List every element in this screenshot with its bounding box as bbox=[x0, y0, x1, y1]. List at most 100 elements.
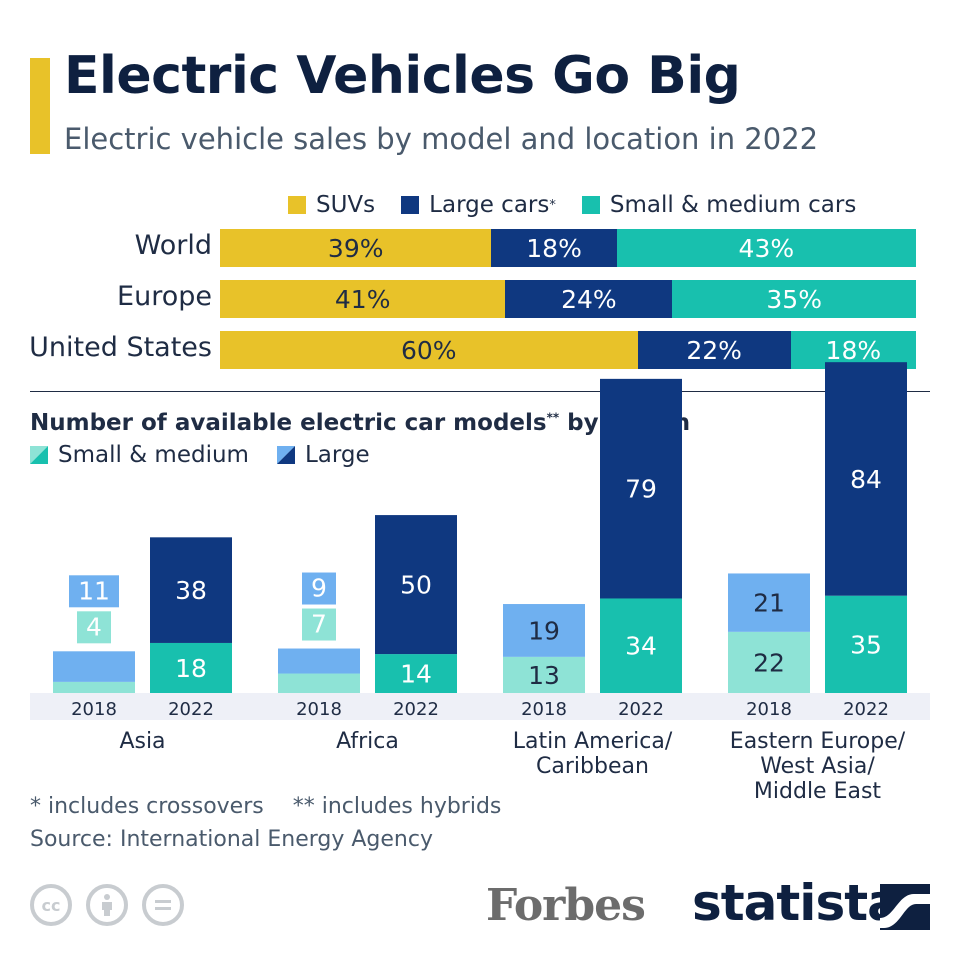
value-label-2022-large: 79 bbox=[625, 475, 657, 504]
year-tick-label: 2018 bbox=[296, 699, 342, 720]
region-label: Middle East bbox=[754, 779, 882, 804]
page-subtitle: Electric vehicle sales by model and loca… bbox=[64, 122, 819, 156]
row-label: World bbox=[134, 230, 212, 261]
legend-footnote-mark: * bbox=[549, 197, 556, 213]
year-tick-label: 2018 bbox=[71, 699, 117, 720]
bar-2018-large bbox=[53, 651, 135, 682]
callout-2018-large bbox=[69, 575, 119, 608]
models-title-text: Number of available electric car models bbox=[30, 410, 547, 436]
legend2-label-small: Small & medium bbox=[58, 442, 249, 468]
bar-2022-small bbox=[375, 654, 457, 693]
bar-segment-small: 35% bbox=[672, 280, 916, 318]
bar-2018-large bbox=[503, 604, 585, 657]
attribution-icon bbox=[86, 884, 128, 926]
bar-segment-large: 22% bbox=[637, 331, 791, 369]
callout-2018-small bbox=[77, 611, 111, 644]
license-icons: cc bbox=[30, 884, 198, 926]
year-tick-label: 2018 bbox=[746, 699, 792, 720]
value-label-2022-small: 14 bbox=[400, 660, 432, 689]
value-label-2018-small: 22 bbox=[753, 648, 785, 677]
legend-item-small: Small & medium cars bbox=[581, 192, 857, 218]
value-label-2018-small: 13 bbox=[528, 661, 560, 690]
year-tick-label: 2022 bbox=[843, 699, 889, 720]
value-label-2018-large: 9 bbox=[311, 574, 327, 603]
callout-2018-large bbox=[302, 572, 336, 605]
bar-2022-small bbox=[825, 595, 907, 693]
bar-segment-suv: 41% bbox=[220, 280, 506, 318]
year-axis-band bbox=[30, 693, 930, 720]
bar-2018-small bbox=[53, 681, 135, 693]
creative-commons-icon: cc bbox=[30, 884, 72, 926]
year-tick-label: 2018 bbox=[521, 699, 567, 720]
year-tick-label: 2022 bbox=[168, 699, 214, 720]
value-label-2022-large: 84 bbox=[850, 465, 882, 494]
bar-2018-small bbox=[278, 673, 360, 693]
models-title-mark: ** bbox=[546, 410, 560, 425]
region-label: West Asia/ bbox=[760, 754, 875, 779]
equals-icon bbox=[155, 900, 171, 910]
bar-segment-large: 18% bbox=[491, 229, 617, 267]
value-label-2018-large: 21 bbox=[753, 589, 785, 618]
year-tick-label: 2022 bbox=[393, 699, 439, 720]
legend2-label-large: Large bbox=[304, 442, 370, 468]
no-derivatives-icon bbox=[142, 884, 184, 926]
legend-label-suv: SUVs bbox=[316, 192, 376, 218]
legend2-swatch-small bbox=[30, 446, 48, 464]
legend-label-small: Small & medium cars bbox=[609, 192, 857, 218]
value-label-2022-small: 18 bbox=[175, 654, 207, 683]
legend-swatch-small bbox=[581, 196, 600, 214]
bar-2022-small bbox=[600, 598, 682, 693]
value-label-2018-small: 7 bbox=[311, 610, 327, 639]
share-bar: 41% 24% 35% bbox=[220, 280, 916, 318]
forbes-logo: Forbes bbox=[486, 880, 646, 931]
bar-2018-large bbox=[728, 573, 810, 632]
source-note: Source: International Energy Agency bbox=[30, 827, 433, 852]
legend-swatch-large bbox=[401, 196, 420, 214]
value-label-2022-small: 34 bbox=[625, 632, 657, 661]
row-label: United States bbox=[29, 332, 212, 363]
bar-2022-large bbox=[825, 362, 907, 596]
models-legend: Small & medium Large bbox=[30, 442, 398, 468]
callout-2018-small bbox=[302, 608, 336, 641]
region-label: Latin America/ bbox=[513, 729, 673, 754]
person-icon bbox=[102, 894, 112, 916]
legend-item-large: Large cars * bbox=[401, 192, 556, 218]
bar-segment-small: 43% bbox=[616, 229, 916, 267]
legend2-item-small: Small & medium bbox=[30, 442, 249, 468]
bar-2022-large bbox=[150, 537, 232, 643]
region-label: Asia bbox=[119, 729, 165, 754]
row-label: Europe bbox=[117, 281, 212, 312]
share-bar: 39% 18% 43% bbox=[220, 229, 916, 267]
bar-2018-small bbox=[503, 656, 585, 693]
footnote-hybrids: ** includes hybrids bbox=[292, 794, 502, 819]
region-label: Africa bbox=[336, 729, 399, 754]
page-title: Electric Vehicles Go Big bbox=[64, 46, 741, 106]
year-tick-label: 2022 bbox=[618, 699, 664, 720]
legend-item-suv: SUVs bbox=[288, 192, 375, 218]
value-label-2018-large: 19 bbox=[528, 616, 560, 645]
sales-legend: SUVs Large cars * Small & medium cars bbox=[288, 192, 882, 218]
bar-2022-large bbox=[600, 378, 682, 599]
bar-segment-suv: 39% bbox=[220, 229, 492, 267]
statista-mark-icon bbox=[880, 884, 930, 930]
bar-segment-suv: 60% bbox=[220, 331, 638, 369]
value-label-2022-large: 38 bbox=[175, 576, 207, 605]
legend2-swatch-large bbox=[276, 446, 295, 464]
value-label-2018-large: 11 bbox=[78, 576, 110, 605]
region-label: Caribbean bbox=[536, 754, 649, 779]
footnote-crossovers: * includes crossovers bbox=[30, 794, 264, 819]
bar-2018-large bbox=[278, 648, 360, 674]
section-divider bbox=[30, 391, 930, 392]
title-accent-bar bbox=[30, 58, 50, 154]
bar-2022-large bbox=[375, 515, 457, 655]
value-label-2022-small: 35 bbox=[850, 630, 882, 659]
share-bar: 60% 22% 18% bbox=[220, 331, 916, 369]
value-label-2022-large: 50 bbox=[400, 571, 432, 600]
legend2-item-large: Large bbox=[276, 442, 370, 468]
value-label-2018-small: 4 bbox=[86, 612, 102, 641]
legend-swatch-suv bbox=[288, 196, 306, 214]
region-label: Eastern Europe/ bbox=[730, 729, 906, 754]
bar-segment-large: 24% bbox=[505, 280, 673, 318]
bar-2022-small bbox=[150, 642, 232, 693]
